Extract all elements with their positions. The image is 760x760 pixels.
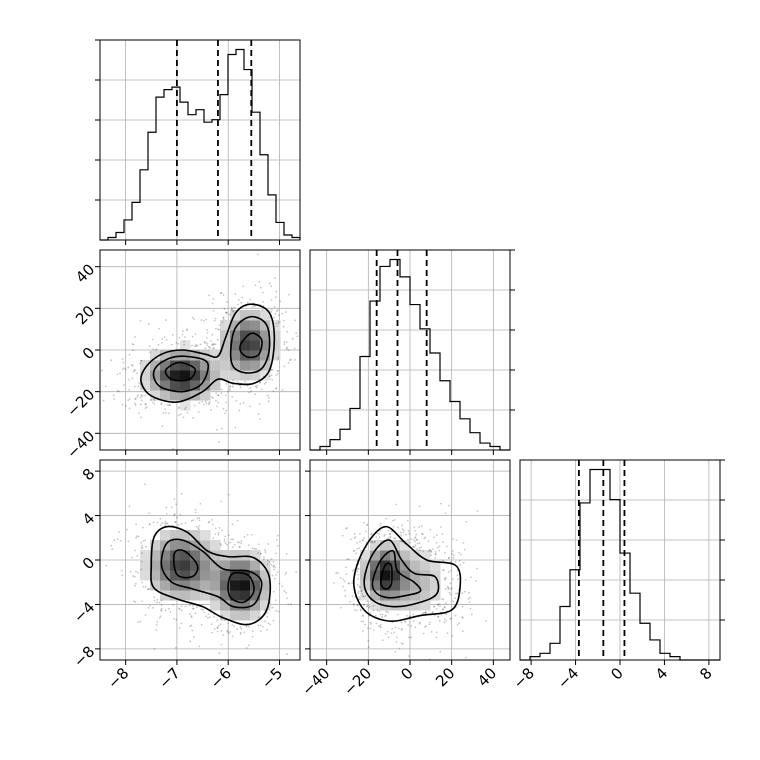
sample-points — [100, 253, 300, 450]
density-shading — [140, 310, 281, 411]
contour-line — [352, 525, 462, 623]
y-tick-label: −20 — [63, 385, 98, 420]
x-tick-label: −40 — [298, 664, 333, 699]
contour-line — [371, 549, 422, 599]
contour-line — [150, 525, 272, 626]
histogram-panel-3: −8 −4 0 4 8 — [510, 459, 725, 692]
contour-line — [164, 361, 197, 382]
histogram-step — [310, 258, 510, 451]
contour-line — [380, 562, 393, 590]
y-tick-label: 40 — [72, 260, 98, 286]
contour-line — [160, 538, 263, 609]
contour-line — [363, 539, 440, 608]
y-tick-label: 4 — [79, 509, 98, 528]
histogram-step — [100, 48, 301, 241]
x-tick-label: 40 — [474, 664, 500, 690]
y-tick-label: 20 — [72, 302, 98, 328]
sample-points — [105, 483, 298, 655]
gridlines — [520, 460, 720, 660]
contour-line — [229, 315, 271, 374]
x-tick-label: 8 — [696, 664, 715, 683]
y-tick-label: −40 — [63, 427, 98, 462]
y-tick-label: −8 — [70, 643, 98, 671]
histogram-step — [520, 468, 720, 661]
histogram-panel-1 — [95, 39, 301, 245]
density-panel-2: −8 −7 −6 −5 −8 −4 0 4 8 — [70, 459, 301, 692]
x-tick-label: −8 — [104, 664, 132, 692]
x-tick-label: −6 — [207, 664, 235, 692]
gridlines — [100, 40, 300, 240]
contour-line — [227, 571, 255, 604]
axes-frame — [99, 39, 301, 241]
x-tick-label: 20 — [432, 664, 458, 690]
density-panel-3: −40 −20 0 20 40 — [298, 459, 511, 699]
x-tick-label: 4 — [652, 664, 671, 683]
y-tick-label: −4 — [70, 598, 98, 626]
x-tick-label: −5 — [258, 664, 286, 692]
x-tick-label: −20 — [340, 664, 375, 699]
x-tick-label: −8 — [510, 664, 538, 692]
histogram-panel-2 — [309, 249, 515, 455]
x-tick-label: 0 — [607, 664, 626, 683]
x-tick-label: −4 — [554, 664, 582, 692]
contour-line — [152, 355, 210, 393]
y-tick-label: 0 — [79, 554, 98, 573]
x-tick-label: −7 — [155, 664, 183, 692]
contour-line — [140, 303, 276, 403]
x-tick-label: 0 — [397, 664, 416, 683]
density-panel-1: −40 −20 0 20 40 — [63, 249, 301, 462]
gridlines — [310, 250, 510, 450]
sample-points — [333, 502, 487, 660]
contour-line — [239, 332, 263, 359]
y-tick-label: 8 — [79, 465, 98, 484]
density-shading — [360, 540, 441, 611]
contour-line — [172, 549, 199, 579]
y-tick-label: 0 — [79, 344, 98, 363]
